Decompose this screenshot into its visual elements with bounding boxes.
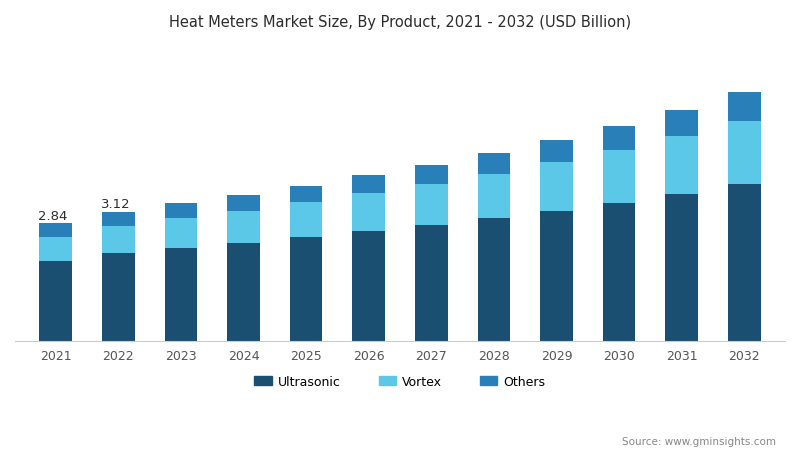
Bar: [39, 224, 72, 237]
Bar: [353, 193, 385, 232]
Title: Heat Meters Market Size, By Product, 2021 - 2032 (USD Billion): Heat Meters Market Size, By Product, 202…: [169, 15, 631, 30]
Bar: [415, 184, 447, 226]
Bar: [353, 176, 385, 193]
Bar: [165, 204, 197, 219]
Bar: [165, 219, 197, 249]
Bar: [102, 253, 134, 341]
Text: 3.12: 3.12: [101, 198, 130, 211]
Bar: [39, 237, 72, 262]
Bar: [415, 226, 447, 341]
Bar: [102, 226, 134, 253]
Bar: [227, 196, 260, 212]
Text: Source: www.gminsights.com: Source: www.gminsights.com: [622, 437, 776, 446]
Bar: [540, 141, 573, 163]
Bar: [353, 232, 385, 341]
Bar: [478, 219, 510, 341]
Bar: [102, 212, 134, 226]
Bar: [728, 93, 761, 121]
Bar: [165, 249, 197, 341]
Bar: [478, 154, 510, 174]
Bar: [39, 262, 72, 341]
Bar: [415, 165, 447, 184]
Legend: Ultrasonic, Vortex, Others: Ultrasonic, Vortex, Others: [250, 370, 550, 393]
Bar: [603, 127, 635, 150]
Bar: [290, 238, 322, 341]
Bar: [728, 185, 761, 341]
Bar: [666, 111, 698, 137]
Bar: [227, 244, 260, 341]
Bar: [227, 212, 260, 244]
Text: 2.84: 2.84: [38, 209, 67, 222]
Bar: [603, 150, 635, 203]
Bar: [666, 137, 698, 194]
Bar: [666, 194, 698, 341]
Bar: [728, 121, 761, 185]
Bar: [290, 186, 322, 203]
Bar: [603, 203, 635, 341]
Bar: [540, 163, 573, 212]
Bar: [478, 174, 510, 219]
Bar: [290, 203, 322, 238]
Bar: [540, 212, 573, 341]
